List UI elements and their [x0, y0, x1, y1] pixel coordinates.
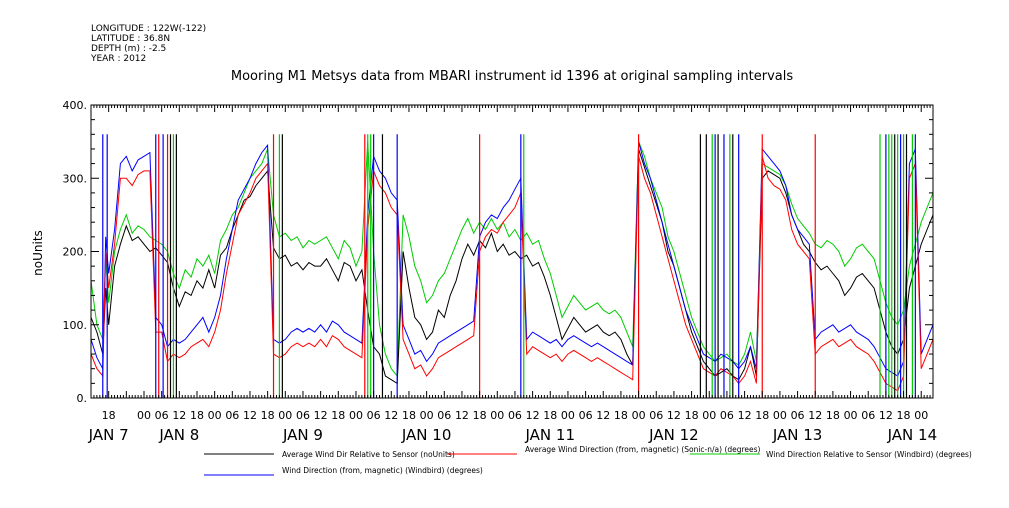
- x-hour-label: 12: [738, 409, 752, 422]
- y-axis-label: noUnits: [31, 230, 45, 276]
- legend-label-windbird-relative: Wind Direction Relative to Sensor (Windb…: [766, 450, 972, 459]
- x-day-label: JAN 8: [158, 426, 199, 444]
- x-hour-label: 00: [137, 409, 151, 422]
- x-hour-label: 12: [243, 409, 257, 422]
- x-hour-label: 06: [225, 409, 239, 422]
- legend-label-relative-noUnits: Average Wind Dir Relative to Sensor (noU…: [282, 450, 455, 459]
- x-hour-label: 06: [720, 409, 734, 422]
- x-hour-label: 00: [561, 409, 575, 422]
- x-hour-label: 00: [773, 409, 787, 422]
- x-hour-label: 00: [702, 409, 716, 422]
- y-tick-label: 300.: [63, 172, 88, 185]
- x-hour-label: 18: [543, 409, 557, 422]
- x-hour-label: 12: [455, 409, 469, 422]
- x-hour-label: 06: [367, 409, 381, 422]
- x-hour-label: 00: [490, 409, 504, 422]
- x-hour-label: 18: [614, 409, 628, 422]
- x-hour-label: 18: [102, 409, 116, 422]
- x-hour-label: 18: [331, 409, 345, 422]
- x-hour-label: 12: [384, 409, 398, 422]
- x-hour-label: 06: [861, 409, 875, 422]
- x-day-label: JAN 12: [648, 426, 699, 444]
- x-hour-label: 00: [349, 409, 363, 422]
- x-hour-label: 00: [844, 409, 858, 422]
- metadata-longitude: LONGITUDE : 122W(-122): [91, 24, 206, 34]
- x-hour-label: 00: [914, 409, 928, 422]
- x-hour-label: 12: [596, 409, 610, 422]
- x-hour-label: 18: [685, 409, 699, 422]
- x-hour-label: 06: [791, 409, 805, 422]
- x-hour-label: 12: [808, 409, 822, 422]
- series-line-relative-noUnits: [91, 148, 933, 385]
- metadata-block: LONGITUDE : 122W(-122) LATITUDE : 36.8N …: [90, 24, 206, 64]
- x-hour-label: 06: [579, 409, 593, 422]
- x-hour-label: 12: [879, 409, 893, 422]
- legend: Average Wind Dir Relative to Sensor (noU…: [204, 445, 972, 476]
- x-hour-label: 00: [278, 409, 292, 422]
- metadata-depth: DEPTH (m) : -2.5: [91, 44, 166, 54]
- y-tick-label: 100.: [63, 319, 88, 332]
- y-tick-label: 0.: [77, 392, 88, 405]
- x-hour-label: 18: [897, 409, 911, 422]
- x-hour-label: 12: [314, 409, 328, 422]
- legend-label-sonic: Average Wind Direction (from, magnetic) …: [525, 445, 761, 454]
- x-hour-label: 00: [420, 409, 434, 422]
- x-day-label: JAN 14: [887, 426, 938, 444]
- metadata-year: YEAR : 2012: [90, 54, 146, 64]
- x-day-label: JAN 7: [88, 426, 129, 444]
- x-hour-label: 18: [261, 409, 275, 422]
- legend-label-windbird-magnetic: Wind Direction (from, magnetic) (Windbir…: [282, 466, 483, 475]
- x-day-label: JAN 10: [401, 426, 452, 444]
- metadata-latitude: LATITUDE : 36.8N: [91, 34, 170, 44]
- series-line-windbird-relative: [91, 141, 933, 378]
- x-hour-label: 06: [437, 409, 451, 422]
- x-hour-label: 12: [526, 409, 540, 422]
- x-hour-label: 00: [208, 409, 222, 422]
- x-hour-label: 06: [296, 409, 310, 422]
- x-hour-label: 06: [508, 409, 522, 422]
- axes-layer: 0.100.200.300.400.18 00 06 12 18 00 06 12 18 00 06…: [63, 99, 938, 444]
- x-day-label: JAN 11: [525, 426, 576, 444]
- y-tick-label: 200.: [63, 246, 88, 259]
- x-hour-label: 12: [172, 409, 186, 422]
- x-hour-label: 18: [755, 409, 769, 422]
- x-hour-label: 18: [190, 409, 204, 422]
- x-day-label: JAN 13: [772, 426, 823, 444]
- series-line-sonic: [91, 156, 933, 392]
- chart-title: Mooring M1 Metsys data from MBARI instru…: [231, 69, 793, 84]
- x-hour-label: 12: [667, 409, 681, 422]
- series-layer: [91, 134, 933, 398]
- x-hour-label: 18: [473, 409, 487, 422]
- x-day-label: JAN 9: [282, 426, 323, 444]
- x-hour-label: 18: [402, 409, 416, 422]
- x-hour-label: 18: [826, 409, 840, 422]
- y-tick-label: 400.: [63, 99, 88, 112]
- x-hour-label: 00: [632, 409, 646, 422]
- plot-frame: [90, 104, 934, 399]
- x-hour-label: 06: [155, 409, 169, 422]
- series-line-windbird-magnetic: [91, 141, 933, 377]
- x-hour-label: 06: [649, 409, 663, 422]
